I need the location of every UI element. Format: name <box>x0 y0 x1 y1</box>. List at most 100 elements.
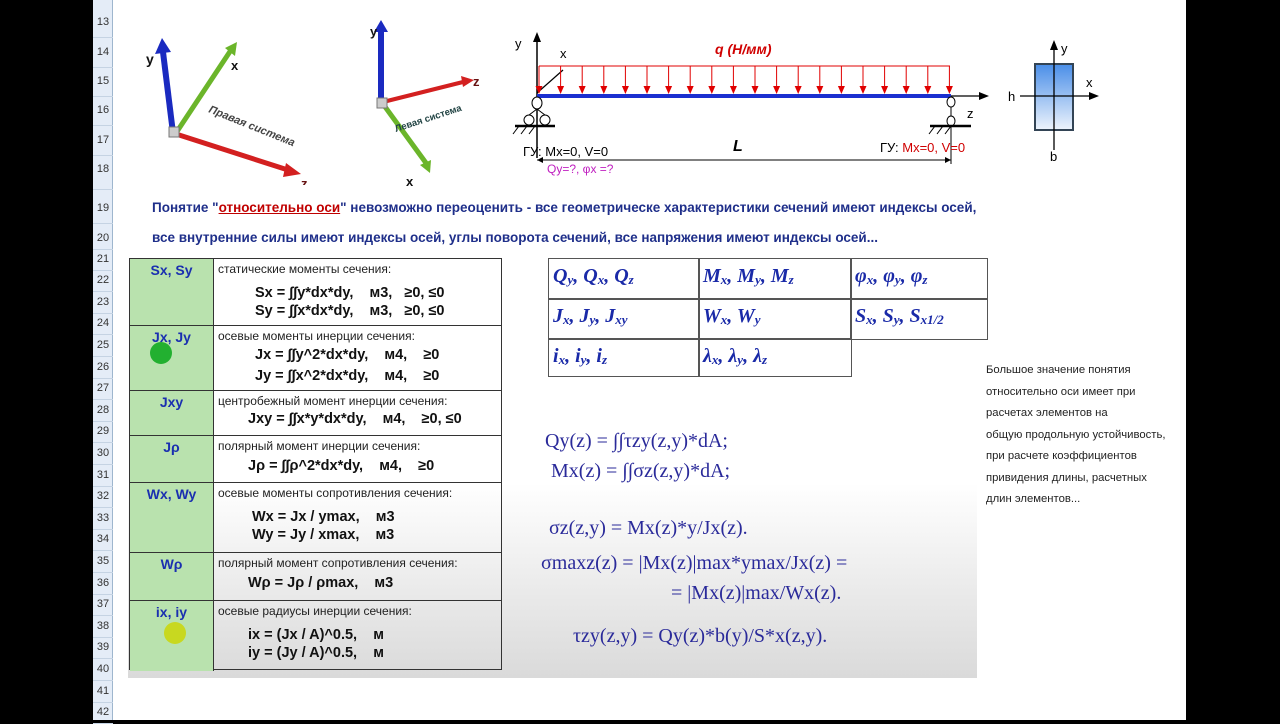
property-symbol: Sx, Sy <box>130 259 214 325</box>
row-number[interactable]: 38 <box>96 620 110 632</box>
relative-axis-link[interactable]: относительно оси <box>218 200 341 215</box>
side-note-line: привидения длины, расчетных <box>986 471 1147 484</box>
property-row: Jxy центробежный момент инерции сечения: J… <box>130 391 501 436</box>
row-number[interactable]: 17 <box>96 134 110 146</box>
load-arrowhead <box>729 86 737 94</box>
row-number[interactable]: 36 <box>96 577 110 589</box>
symbol-cell: Qy, Qx, Qz <box>548 258 700 300</box>
row-number[interactable]: 35 <box>96 555 110 567</box>
load-arrowhead <box>902 86 910 94</box>
symbol-cell: Sx, Sy, Sx1/2 <box>850 298 988 340</box>
side-note-line: длин элементов... <box>986 493 1081 505</box>
property-row: Jx, Jy осевые моменты инерции сечения: Jx … <box>130 326 501 391</box>
row-number[interactable]: 32 <box>96 490 110 502</box>
load-arrowhead <box>945 86 953 94</box>
row-number[interactable]: 30 <box>96 447 110 459</box>
svg-text:x: x <box>560 46 567 61</box>
load-arrowhead <box>881 86 889 94</box>
row-number[interactable]: 31 <box>96 469 110 481</box>
load-arrowhead <box>643 86 651 94</box>
row-number[interactable]: 21 <box>96 253 110 265</box>
svg-text:Левая система: Левая система <box>394 103 464 135</box>
row-header[interactable]: 13 14 15 16 17 18 19 20 21 22 23 24 25 26 27 28 29 30 31 32… <box>93 0 113 724</box>
row-number[interactable]: 26 <box>96 361 110 373</box>
svg-text:z: z <box>301 176 308 185</box>
row-number[interactable]: 33 <box>96 512 110 524</box>
property-description: полярный момент сопротивления сечения: <box>218 556 458 570</box>
svg-text:Qy=?, φx =?: Qy=?, φx =? <box>547 162 614 176</box>
svg-text:x: x <box>406 174 414 189</box>
side-note-line: Большое значение понятия <box>986 364 1131 376</box>
svg-text:Правая система: Правая система <box>207 104 297 150</box>
row-number[interactable]: 24 <box>96 317 110 329</box>
row-number[interactable]: 13 <box>96 16 110 28</box>
property-row: Sx, Sy статические моменты сечения: Sx = ∫… <box>130 259 501 326</box>
property-symbol: Wx, Wy <box>130 483 214 552</box>
left-coordinate-system-image: y z x Левая система <box>370 20 480 189</box>
property-description: осевые моменты сопротивления сечения: <box>218 486 453 500</box>
property-description: статические моменты сечения: <box>218 262 392 276</box>
load-arrowhead <box>578 86 586 94</box>
row-number[interactable]: 19 <box>96 202 110 214</box>
y-axis-arrow <box>160 51 176 134</box>
row-number[interactable]: 23 <box>96 296 110 308</box>
load-arrowhead <box>859 86 867 94</box>
property-row: ix, iy осевые радиусы инерции сечения: ix … <box>130 601 501 671</box>
formula: Qy(z) = ∫∫τzy(z,y)*dA; <box>545 430 728 452</box>
property-formula: Wρ = Jρ / ρmax, м3 <box>248 575 394 591</box>
row-number[interactable]: 16 <box>96 104 110 116</box>
property-formula: ix = (Jx / A)^0.5, м <box>248 627 384 643</box>
row-number[interactable]: 39 <box>96 641 110 653</box>
svg-text:y: y <box>515 36 522 51</box>
svg-text:b: b <box>1050 149 1057 164</box>
svg-text:y: y <box>146 51 154 67</box>
row-number[interactable]: 28 <box>96 404 110 416</box>
load-arrowhead <box>837 86 845 94</box>
right-coordinate-system-image: y x z Правая система <box>146 38 308 185</box>
beam-diagram: y x z q (Н/мм) L ГУ: Mx=0, V=0 ГУ: Mx=0,… <box>512 32 989 176</box>
property-formula: iy = (Jy / A)^0.5, м <box>248 645 384 661</box>
row-number[interactable]: 22 <box>96 274 110 286</box>
load-arrowhead <box>924 86 932 94</box>
cross-section-diagram: y x h b <box>1008 40 1099 164</box>
property-formula: Jy = ∫∫x^2*dx*dy, м4, ≥0 <box>255 368 440 384</box>
row-number[interactable]: 40 <box>96 663 110 675</box>
section-properties-table: Sx, Sy статические моменты сечения: Sx = ∫… <box>129 258 502 671</box>
row-number[interactable]: 41 <box>96 685 110 697</box>
symbol-cell: Wx, Wy <box>698 298 852 340</box>
property-formula: Sx = ∫∫y*dx*dy, м3, ≥0, ≤0 <box>255 285 445 301</box>
row-number[interactable]: 37 <box>96 598 110 610</box>
load-arrowhead <box>600 86 608 94</box>
row-number[interactable]: 25 <box>96 339 110 351</box>
property-formula: Wy = Jy / xmax, м3 <box>252 527 395 543</box>
row-number[interactable]: 18 <box>96 163 110 175</box>
symbol-cell: Mx, My, Mz <box>698 258 852 300</box>
load-arrowhead <box>794 86 802 94</box>
row-number[interactable]: 27 <box>96 382 110 394</box>
property-symbol: Wρ <box>130 553 214 600</box>
svg-text:z: z <box>967 106 974 121</box>
svg-text:x: x <box>1086 75 1093 90</box>
property-description: полярный момент инерции сечения: <box>218 439 421 453</box>
spreadsheet-area[interactable]: y x z Правая система y z x Левая система… <box>113 0 1186 720</box>
row-number[interactable]: 14 <box>96 46 110 58</box>
property-formula: Jxy = ∫∫x*y*dx*dy, м4, ≥0, ≤0 <box>248 411 462 427</box>
row-number[interactable]: 29 <box>96 425 110 437</box>
formula: σz(z,y) = Mx(z)*y/Jx(z). <box>549 517 748 539</box>
load-arrowhead <box>751 86 759 94</box>
load-arrowhead <box>816 86 824 94</box>
svg-text:x: x <box>231 58 239 73</box>
row-number[interactable]: 42 <box>96 706 110 718</box>
symbol-cell: φx, φy, φz <box>850 258 988 300</box>
symbol-cell: λx, λy, λz <box>698 338 852 377</box>
row-number[interactable]: 20 <box>96 232 110 244</box>
side-note-line: при расчете коэффициентов <box>986 450 1137 462</box>
svg-text:h: h <box>1008 89 1015 104</box>
right-support-icon <box>928 96 971 135</box>
property-formula: Wx = Jx / ymax, м3 <box>252 509 395 525</box>
load-arrowhead <box>557 86 565 94</box>
row-number[interactable]: 34 <box>96 533 110 545</box>
property-row: Jρ полярный момент инерции сечения: Jρ = ∫… <box>130 436 501 483</box>
side-note-line: общую продольную устойчивость, <box>986 428 1166 441</box>
row-number[interactable]: 15 <box>96 75 110 87</box>
